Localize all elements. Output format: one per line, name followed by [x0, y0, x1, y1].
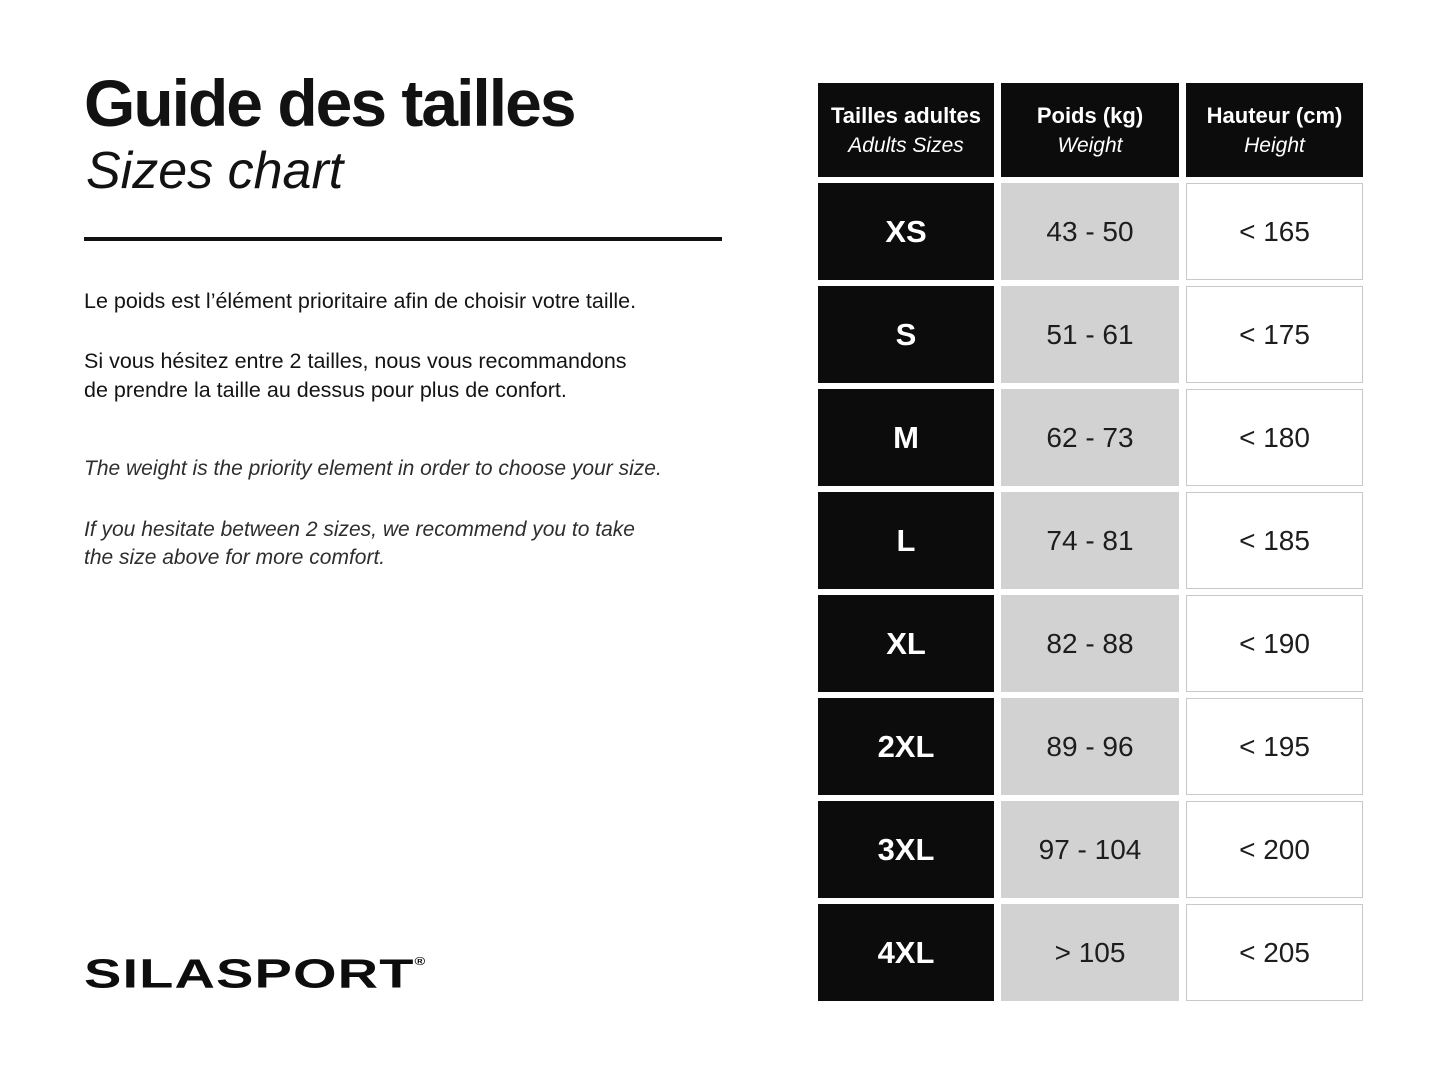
size-cell-l: L — [818, 492, 994, 589]
page-title-french: Guide des tailles — [84, 66, 577, 140]
intro-paragraph-french-1: Le poids est l’élément prioritaire afin … — [84, 289, 637, 314]
size-cell-xl: XL — [818, 595, 994, 692]
height-cell-xl: < 190 — [1186, 595, 1363, 692]
weight-cell-3xl: 97 - 104 — [1001, 801, 1179, 898]
height-cell-xs: < 165 — [1186, 183, 1363, 280]
brand-wordmark: SILASPORT — [84, 950, 415, 997]
intro-paragraph-english-1: The weight is the priority element in or… — [84, 457, 662, 481]
size-cell-xs: XS — [818, 183, 994, 280]
weight-cell-s: 51 - 61 — [1001, 286, 1179, 383]
column-header-sizes-english: Adults Sizes — [848, 133, 964, 157]
size-cell-m: M — [818, 389, 994, 486]
height-cell-4xl: < 205 — [1186, 904, 1363, 1001]
weight-cell-xs: 43 - 50 — [1001, 183, 1179, 280]
column-header-weight-english: Weight — [1057, 133, 1123, 157]
column-header-weight: Poids (kg) Weight — [1001, 83, 1179, 177]
divider-rule — [84, 237, 722, 242]
column-header-sizes-french: Tailles adultes — [831, 102, 981, 128]
size-cell-2xl: 2XL — [818, 698, 994, 795]
height-cell-s: < 175 — [1186, 286, 1363, 383]
height-cell-3xl: < 200 — [1186, 801, 1363, 898]
column-header-height-english: Height — [1244, 133, 1305, 157]
height-cell-m: < 180 — [1186, 389, 1363, 486]
weight-cell-4xl: > 105 — [1001, 904, 1179, 1001]
height-cell-l: < 185 — [1186, 492, 1363, 589]
column-header-height-french: Hauteur (cm) — [1206, 102, 1343, 128]
size-cell-4xl: 4XL — [818, 904, 994, 1001]
registered-trademark-icon: ® — [414, 954, 426, 968]
size-cell-s: S — [818, 286, 994, 383]
intro-paragraph-english-2: If you hesitate between 2 sizes, we reco… — [84, 517, 635, 570]
size-cell-3xl: 3XL — [818, 801, 994, 898]
column-header-height: Hauteur (cm) Height — [1186, 83, 1363, 177]
size-table: Tailles adultes Adults Sizes Poids (kg) … — [818, 83, 1363, 1001]
column-header-weight-french: Poids (kg) — [1036, 102, 1144, 128]
weight-cell-m: 62 - 73 — [1001, 389, 1179, 486]
column-header-sizes: Tailles adultes Adults Sizes — [818, 83, 994, 177]
weight-cell-l: 74 - 81 — [1001, 492, 1179, 589]
weight-cell-2xl: 89 - 96 — [1001, 698, 1179, 795]
intro-paragraph-french-2: Si vous hésitez entre 2 tailles, nous vo… — [84, 348, 627, 402]
brand-logo: SILASPORT® — [84, 950, 425, 998]
weight-cell-xl: 82 - 88 — [1001, 595, 1179, 692]
intro-panel: Guide des tailles Sizes chart Le poids e… — [84, 66, 746, 573]
height-cell-2xl: < 195 — [1186, 698, 1363, 795]
page-title-english: Sizes chart — [86, 142, 344, 201]
